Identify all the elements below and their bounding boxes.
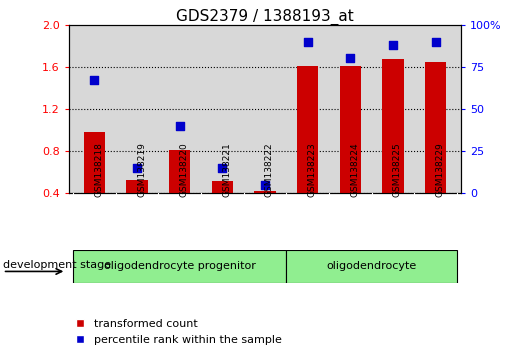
Text: GSM138219: GSM138219: [137, 143, 146, 198]
Bar: [254, 191, 276, 193]
Bar: [169, 150, 190, 193]
Text: GSM138223: GSM138223: [307, 143, 316, 198]
Text: oligodendrocyte: oligodendrocyte: [326, 261, 417, 272]
Text: GSM138221: GSM138221: [223, 143, 232, 198]
Text: GSM138225: GSM138225: [393, 143, 402, 198]
Text: GSM138220: GSM138220: [180, 143, 189, 198]
Text: GDS2379 / 1388193_at: GDS2379 / 1388193_at: [176, 9, 354, 25]
Text: GSM138218: GSM138218: [94, 143, 103, 198]
Bar: [425, 62, 446, 193]
Bar: [340, 66, 361, 193]
Point: [175, 123, 184, 129]
Bar: [382, 59, 403, 193]
Legend: transformed count, percentile rank within the sample: transformed count, percentile rank withi…: [74, 319, 282, 345]
Bar: [84, 132, 105, 193]
Bar: [127, 180, 148, 193]
Text: development stage: development stage: [3, 260, 111, 270]
Point: [303, 39, 312, 45]
Point: [133, 165, 142, 171]
Point: [218, 165, 227, 171]
Point: [261, 182, 269, 187]
Point: [388, 42, 397, 48]
Point: [431, 39, 440, 45]
Bar: [286, 250, 457, 283]
Bar: [211, 181, 233, 193]
Bar: [73, 250, 286, 283]
Text: GSM138224: GSM138224: [350, 143, 359, 198]
Text: GSM138229: GSM138229: [436, 143, 445, 198]
Point: [346, 56, 355, 61]
Point: [90, 78, 99, 83]
Text: GSM138222: GSM138222: [265, 143, 274, 198]
Bar: [297, 66, 319, 193]
Text: oligodendrocyte progenitor: oligodendrocyte progenitor: [104, 261, 255, 272]
